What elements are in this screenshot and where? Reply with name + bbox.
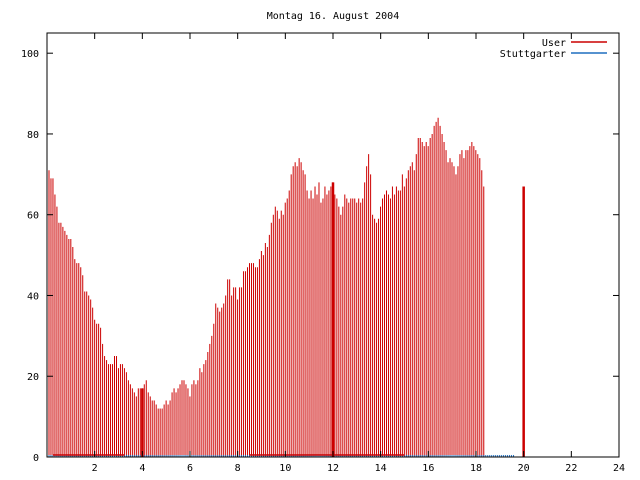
chart-title: Montag 16. August 2004 <box>267 11 399 22</box>
x-tick-label: 14 <box>375 463 387 474</box>
x-tick-label: 24 <box>613 463 625 474</box>
legend: User Stuttgarter <box>500 38 607 60</box>
x-tick-label: 10 <box>279 463 291 474</box>
y-tick-label: 20 <box>27 372 39 383</box>
x-axis: 2 4 6 8 10 12 14 16 18 20 22 24 <box>92 33 625 474</box>
legend-user-label: User <box>542 38 566 49</box>
y-tick-label: 100 <box>21 49 39 60</box>
x-tick-label: 8 <box>235 463 241 474</box>
y-tick-label: 60 <box>27 211 39 222</box>
y-tick-label: 40 <box>27 291 39 302</box>
user-series <box>46 117 485 457</box>
marker-lines <box>141 182 525 457</box>
y-axis: 0 20 40 60 80 100 <box>21 49 619 464</box>
x-tick-label: 6 <box>187 463 193 474</box>
y-tick-label: 0 <box>33 453 39 464</box>
legend-stuttgarter-label: Stuttgarter <box>500 49 566 60</box>
x-tick-label: 16 <box>422 463 434 474</box>
x-tick-label: 22 <box>565 463 577 474</box>
x-tick-label: 20 <box>518 463 530 474</box>
y-tick-label: 80 <box>27 130 39 141</box>
x-tick-label: 12 <box>327 463 339 474</box>
x-tick-label: 4 <box>139 463 145 474</box>
x-tick-label: 2 <box>92 463 98 474</box>
x-tick-label: 18 <box>470 463 482 474</box>
